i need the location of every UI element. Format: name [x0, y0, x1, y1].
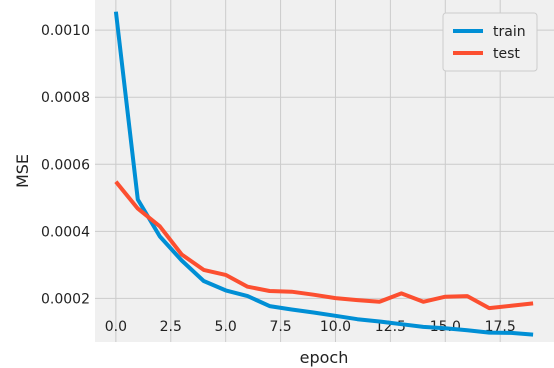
y-axis-label: MSE: [13, 154, 32, 188]
y-tick-label: 0.0010: [41, 23, 90, 39]
legend-label-train: train: [493, 24, 526, 40]
x-tick-label: 7.5: [269, 319, 291, 335]
series-line-test: [114, 180, 534, 311]
y-tick-label: 0.0006: [41, 157, 90, 173]
y-tick-label: 0.0002: [41, 291, 90, 307]
series-line-train: [113, 11, 534, 337]
x-axis-label: epoch: [300, 348, 349, 367]
y-tick-label: 0.0008: [41, 90, 90, 106]
x-tick-label: 2.5: [160, 319, 182, 335]
legend-box: [442, 12, 538, 72]
legend: train test: [442, 12, 538, 72]
legend-label-test: test: [493, 46, 520, 62]
x-tick-label: 10.0: [320, 319, 351, 335]
series-lines: [113, 11, 534, 337]
y-tick-label: 0.0004: [41, 224, 90, 240]
x-tick-label: 5.0: [215, 319, 237, 335]
x-tick-label: 0.0: [105, 319, 127, 335]
